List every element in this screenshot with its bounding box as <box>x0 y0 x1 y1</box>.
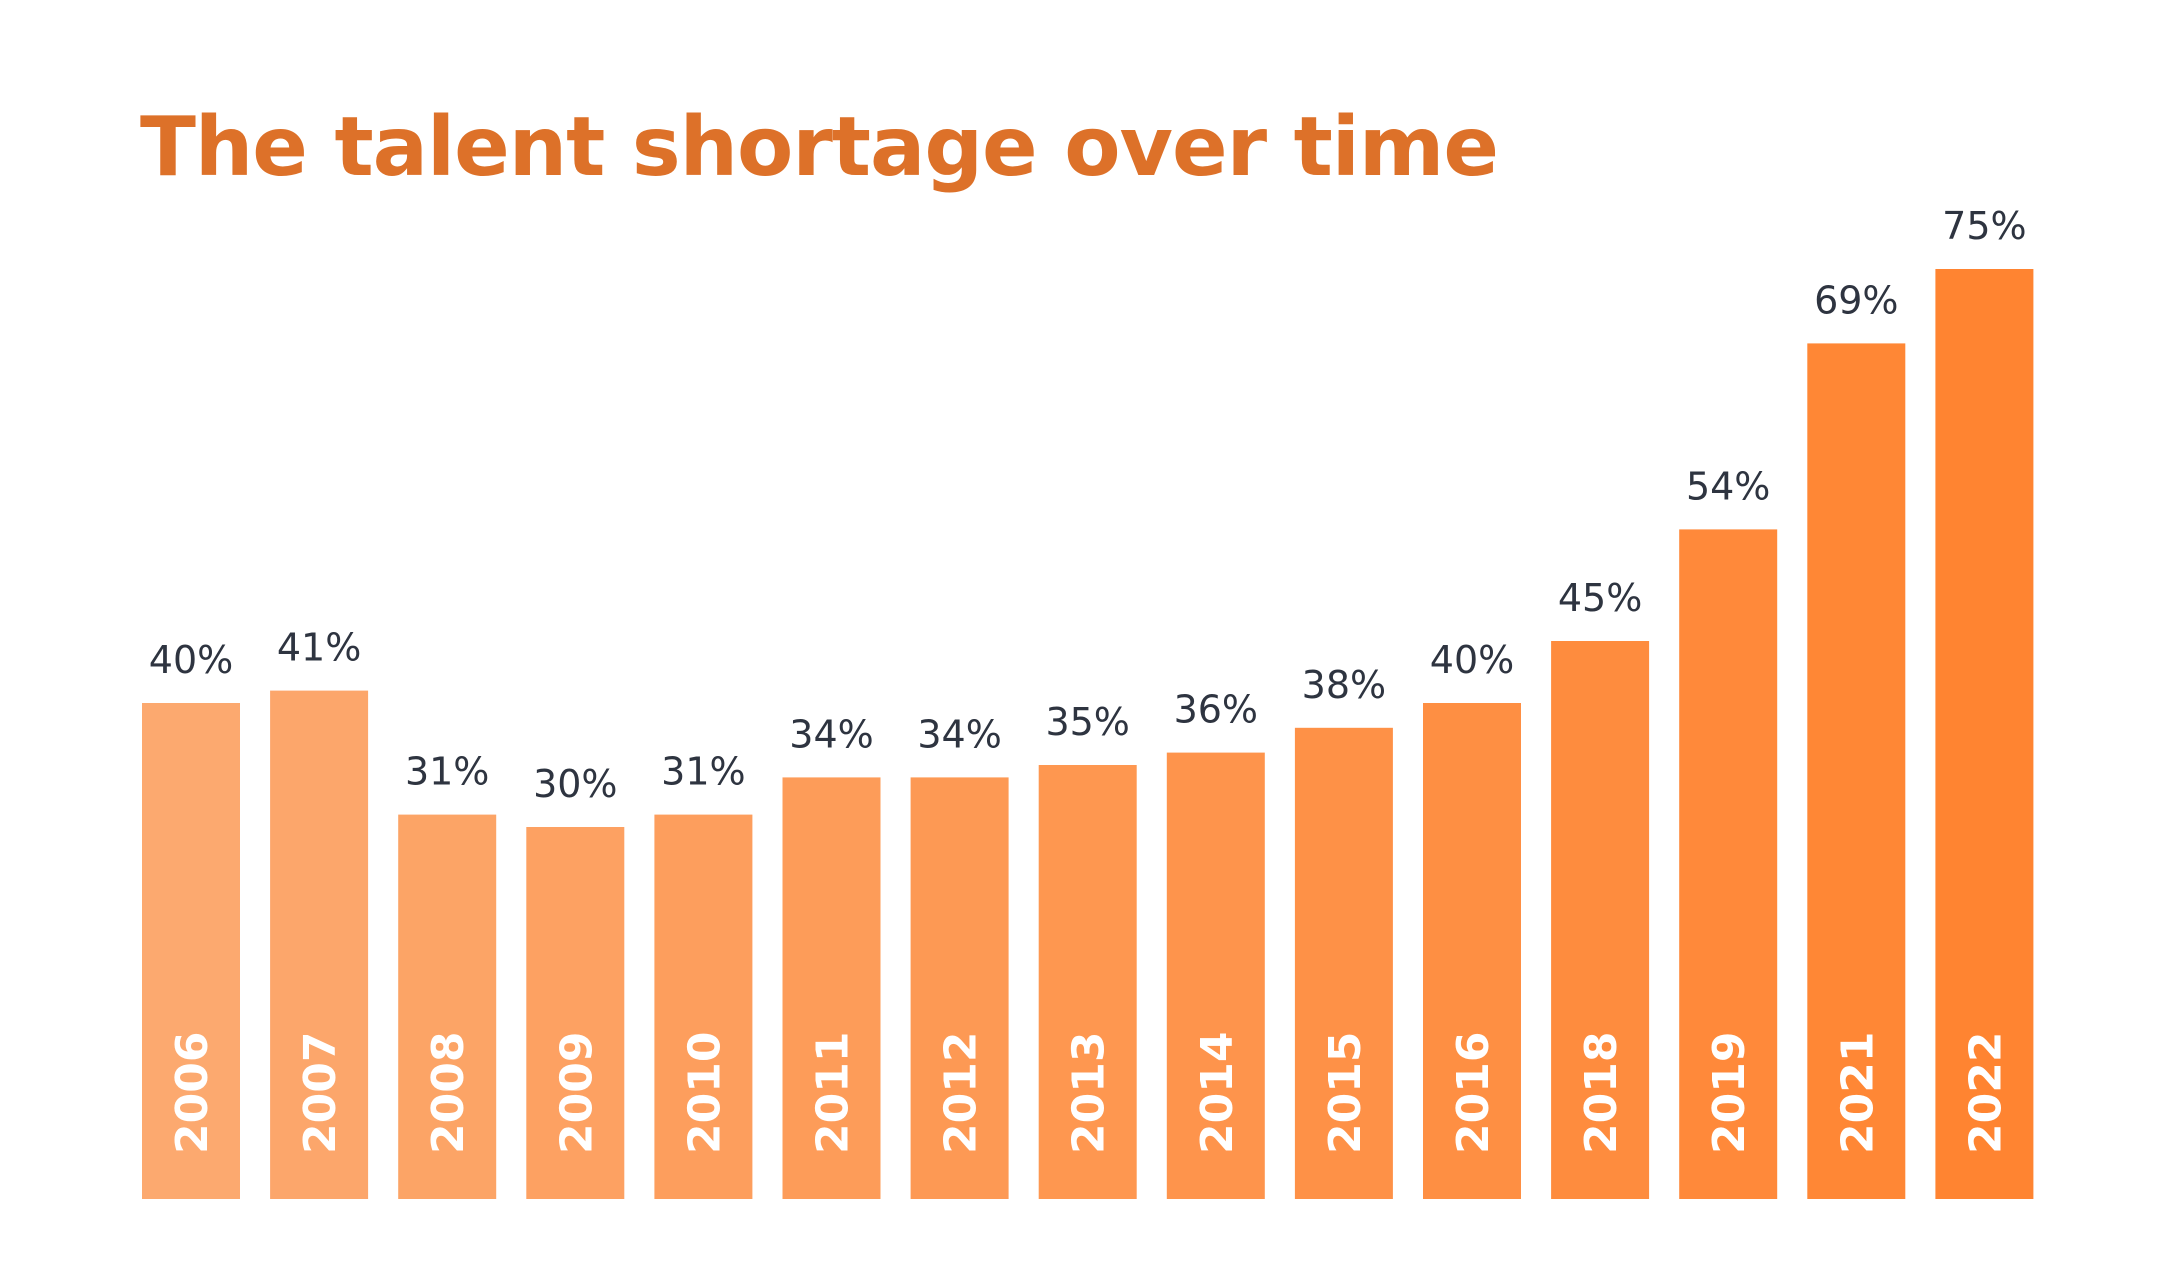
value-label-2009: 30% <box>533 762 617 806</box>
value-label-2010: 31% <box>661 750 745 794</box>
value-label-2021: 69% <box>1814 278 1898 322</box>
bar-2022 <box>1935 269 2034 1199</box>
value-label-2015: 38% <box>1302 663 1386 707</box>
bar-2012 <box>910 777 1009 1199</box>
value-label-2016: 40% <box>1430 638 1514 682</box>
value-label-2019: 54% <box>1686 464 1770 508</box>
category-label-2018: 2018 <box>1576 1032 1627 1154</box>
bar-2013 <box>1038 765 1137 1199</box>
value-label-2008: 31% <box>405 750 489 794</box>
bar-2019 <box>1679 529 1778 1199</box>
value-label-2014: 36% <box>1174 688 1258 732</box>
bar-2015 <box>1294 727 1393 1199</box>
chart-title: The talent shortage over time <box>140 100 1499 195</box>
bar-2008 <box>398 814 497 1199</box>
category-label-2007: 2007 <box>295 1032 346 1154</box>
category-label-2010: 2010 <box>679 1032 730 1154</box>
value-label-2011: 34% <box>789 712 873 756</box>
bar-2010 <box>654 814 753 1199</box>
bar-2009 <box>526 827 625 1199</box>
value-label-2013: 35% <box>1045 700 1129 744</box>
bar-2016 <box>1423 703 1521 1199</box>
value-label-2022: 75% <box>1942 204 2026 248</box>
bar-2011 <box>782 777 881 1199</box>
bar-2014 <box>1166 752 1265 1199</box>
bar-2007 <box>270 690 369 1199</box>
category-label-2006: 2006 <box>167 1032 218 1154</box>
category-label-2012: 2012 <box>936 1032 987 1154</box>
bar-2021 <box>1807 343 1906 1199</box>
category-label-2009: 2009 <box>551 1032 602 1154</box>
category-label-2019: 2019 <box>1704 1032 1755 1154</box>
category-label-2022: 2022 <box>1960 1032 2011 1154</box>
value-label-2007: 41% <box>277 626 361 670</box>
value-label-2006: 40% <box>149 638 233 682</box>
category-label-2013: 2013 <box>1064 1032 1115 1154</box>
category-label-2014: 2014 <box>1192 1032 1243 1154</box>
bar-2018 <box>1551 641 1650 1199</box>
category-label-2011: 2011 <box>808 1032 859 1154</box>
value-label-2018: 45% <box>1558 576 1642 620</box>
bars-group: 40% 2006 41% 2007 31% 2008 30% 2009 31% 2010 34% 20… <box>142 204 2034 1199</box>
bar-2006 <box>142 703 240 1199</box>
category-label-2008: 2008 <box>423 1032 474 1154</box>
category-label-2016: 2016 <box>1448 1032 1499 1154</box>
value-label-2012: 34% <box>917 712 1001 756</box>
category-label-2021: 2021 <box>1832 1032 1883 1154</box>
category-label-2015: 2015 <box>1320 1032 1371 1154</box>
